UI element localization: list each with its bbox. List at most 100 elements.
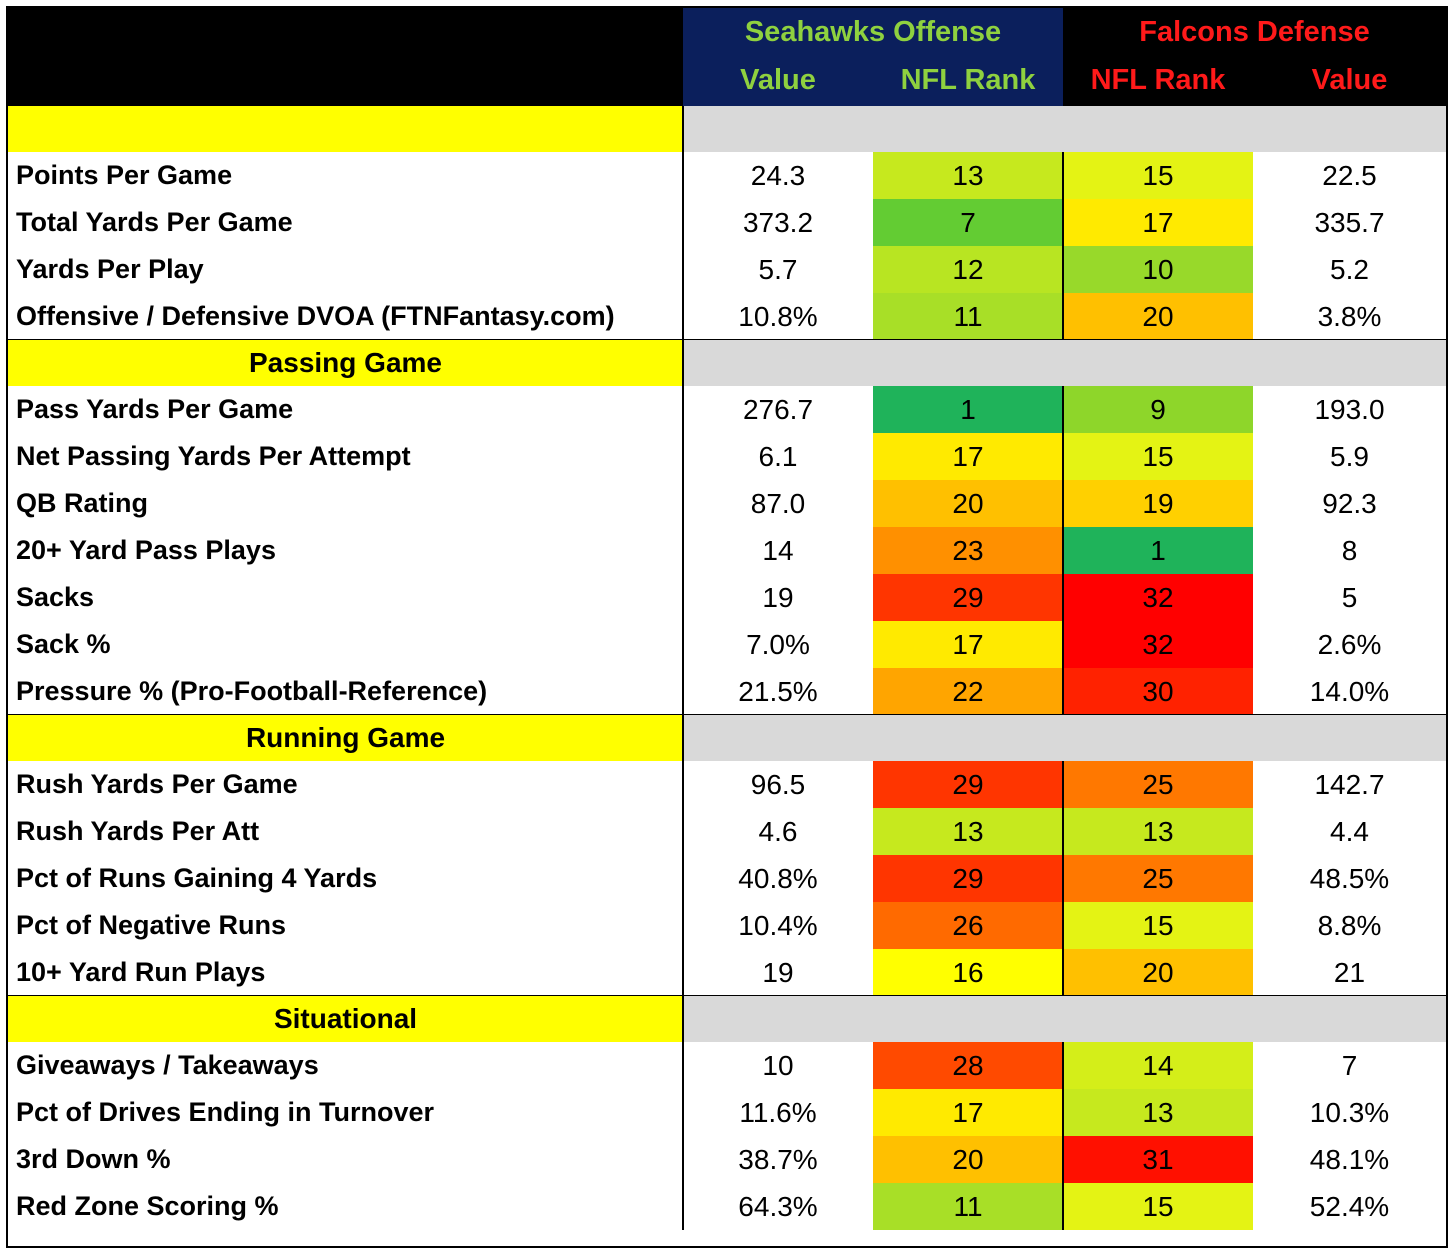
def-rank: 15: [1063, 152, 1253, 199]
def-rank: 15: [1063, 902, 1253, 949]
off-rank: 29: [873, 761, 1063, 808]
off-rank: 20: [873, 480, 1063, 527]
def-value: 2.6%: [1317, 628, 1382, 660]
off-value: 11.6%: [739, 1096, 817, 1128]
def-rank: 32: [1063, 574, 1253, 621]
off-rank: 13: [873, 808, 1063, 855]
off-value: 19: [762, 956, 794, 988]
falcons-header: [1063, 8, 1446, 106]
def-value: 92.3: [1322, 487, 1377, 519]
off-value: 10.8%: [738, 300, 818, 332]
col-header-off-value: Value: [740, 64, 816, 96]
def-rank: 25: [1063, 855, 1253, 902]
def-value: 4.4: [1330, 815, 1369, 847]
off-value: 10: [762, 1049, 794, 1081]
off-value: 10.4%: [738, 909, 818, 941]
def-value: 8: [1341, 534, 1358, 566]
row-label: Sacks: [16, 582, 95, 612]
section-title: Running Game: [8, 715, 683, 761]
off-rank: 17: [873, 1089, 1063, 1136]
off-rank: 16: [873, 949, 1063, 996]
row-label: Red Zone Scoring %: [16, 1191, 279, 1221]
def-value: 5: [1341, 581, 1358, 613]
def-value: 10.3%: [1309, 1096, 1390, 1128]
off-value: 40.8%: [738, 862, 818, 894]
def-rank: 17: [1063, 199, 1253, 246]
row-label: Pct of Negative Runs: [16, 910, 287, 940]
off-rank: 26: [873, 902, 1063, 949]
row-label: Pct of Runs Gaining 4 Yards: [16, 863, 378, 893]
header-left-blank: [8, 8, 683, 106]
def-value: 22.5: [1322, 159, 1377, 191]
def-value: 48.1%: [1309, 1143, 1390, 1175]
column-divider: [682, 106, 684, 340]
section-header-fill: [683, 715, 1446, 761]
def-value: 14.0%: [1309, 675, 1390, 707]
off-rank: 20: [873, 1136, 1063, 1183]
off-value: 19: [762, 581, 794, 613]
off-rank: 17: [873, 433, 1063, 480]
off-value: 24.3: [750, 159, 806, 191]
off-value: 14: [762, 534, 794, 566]
row-label: QB Rating: [16, 488, 148, 518]
section-header-fill: [683, 106, 1446, 152]
row-label: Giveaways / Takeaways: [16, 1050, 319, 1080]
off-rank: 29: [873, 574, 1063, 621]
off-rank: 12: [873, 246, 1063, 293]
off-value: 276.7: [742, 393, 814, 425]
def-value: 3.8%: [1317, 300, 1382, 332]
def-value: 8.8%: [1317, 909, 1382, 941]
row-label: Rush Yards Per Game: [16, 769, 298, 799]
row-label: Pass Yards Per Game: [16, 394, 294, 424]
off-rank: 11: [873, 293, 1063, 340]
def-rank: 19: [1063, 480, 1253, 527]
off-value: 7.0%: [746, 628, 810, 660]
off-value: 373.2: [742, 206, 814, 238]
def-value: 52.4%: [1309, 1190, 1390, 1222]
row-label: Sack %: [16, 629, 111, 659]
off-value: 96.5: [750, 768, 806, 800]
row-label: Total Yards Per Game: [16, 207, 293, 237]
row-label: 3rd Down %: [16, 1144, 171, 1174]
def-value: 21: [1333, 956, 1366, 988]
section-header-fill: [683, 996, 1446, 1042]
def-value: 7: [1341, 1049, 1358, 1081]
stats-table: Seahawks Offense Value NFL Rank Falcons …: [6, 6, 1448, 1248]
def-value: 48.5%: [1309, 862, 1390, 894]
off-rank: 13: [873, 152, 1063, 199]
def-rank: 20: [1063, 949, 1253, 996]
row-label: Rush Yards Per Att: [16, 816, 260, 846]
def-rank: 15: [1063, 433, 1253, 480]
def-rank: 13: [1063, 808, 1253, 855]
off-rank: 11: [873, 1183, 1063, 1230]
off-value: 5.7: [758, 253, 798, 285]
row-label: Offensive / Defensive DVOA (FTNFantasy.c…: [16, 301, 615, 331]
def-rank: 9: [1063, 386, 1253, 433]
off-rank: 1: [873, 386, 1063, 433]
falcons-defense-title: Falcons Defense: [1139, 16, 1370, 48]
off-rank: 29: [873, 855, 1063, 902]
section-title: [8, 106, 683, 152]
row-label: Pressure % (Pro-Football-Reference): [16, 676, 488, 706]
def-rank: 32: [1063, 621, 1253, 668]
row-label: 10+ Yard Run Plays: [16, 957, 266, 987]
off-rank: 7: [873, 199, 1063, 246]
def-value: 193.0: [1314, 393, 1385, 425]
row-label: Yards Per Play: [16, 254, 204, 284]
def-value: 335.7: [1314, 206, 1385, 238]
seahawks-header: [683, 8, 1063, 106]
column-divider: [682, 340, 684, 715]
off-value: 4.6: [758, 815, 798, 847]
off-rank: 17: [873, 621, 1063, 668]
row-label: Net Passing Yards Per Attempt: [16, 441, 411, 471]
off-value: 87.0: [750, 487, 806, 519]
team-divider: [1062, 152, 1064, 340]
col-header-def-rank: NFL Rank: [1090, 64, 1226, 96]
col-header-off-rank: NFL Rank: [900, 64, 1036, 96]
off-value: 38.7%: [738, 1143, 818, 1175]
off-value: 6.1: [758, 440, 798, 472]
def-rank: 31: [1063, 1136, 1253, 1183]
team-divider: [1062, 386, 1064, 715]
def-value: 5.2: [1330, 253, 1369, 285]
off-rank: 23: [873, 527, 1063, 574]
